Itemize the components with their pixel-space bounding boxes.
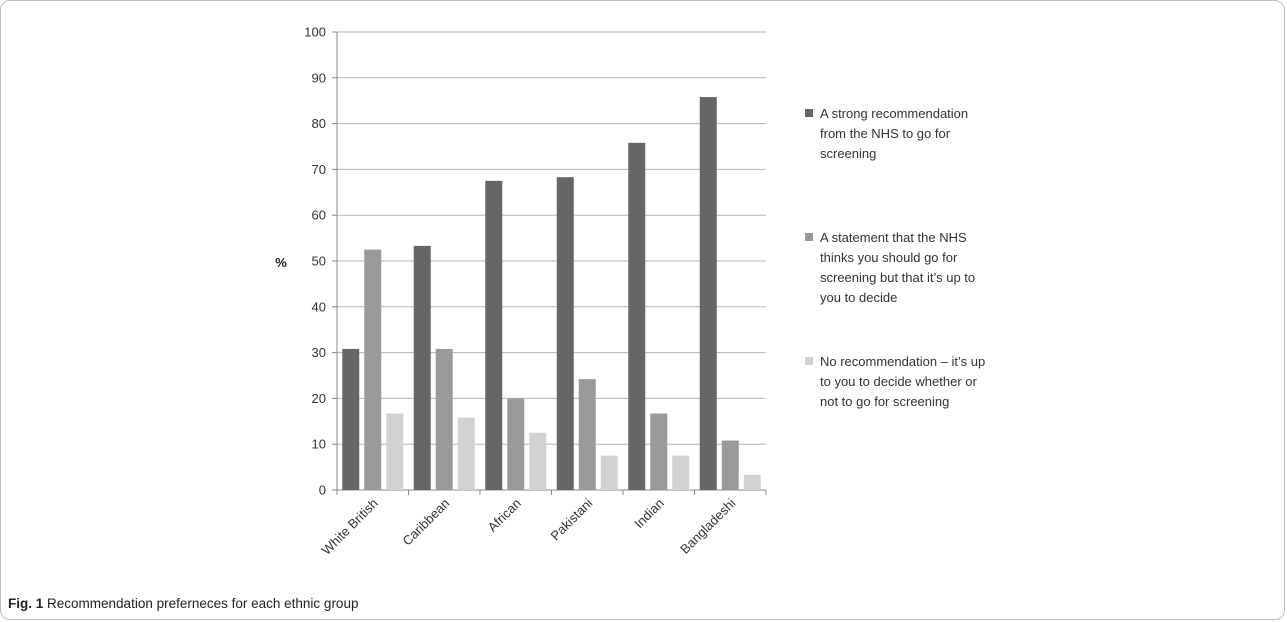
- bar: [364, 249, 382, 490]
- y-tick-label: 40: [312, 299, 326, 314]
- legend-entry-line: to you to decide whether or: [820, 374, 977, 389]
- x-tick-label: Bangladeshi: [677, 495, 738, 556]
- y-tick-label: 100: [304, 25, 326, 40]
- bar: [342, 348, 360, 490]
- legend-swatch: [805, 357, 813, 365]
- x-tick-label: African: [485, 496, 524, 535]
- bar: [578, 379, 596, 490]
- bar: [743, 474, 761, 490]
- axes: [332, 31, 767, 495]
- legend-entry-line: thinks you should go for: [820, 250, 958, 265]
- y-tick-label: 30: [312, 345, 326, 360]
- bar: [699, 97, 717, 490]
- bar: [672, 455, 690, 490]
- bar: [435, 348, 453, 490]
- legend-swatch: [805, 109, 813, 117]
- bar: [600, 455, 618, 490]
- bar: [650, 413, 668, 490]
- legend-entry-line: A strong recommendation: [820, 106, 968, 121]
- x-tick-label: Indian: [631, 496, 667, 532]
- y-tick-label: 20: [312, 391, 326, 406]
- caption-text: Recommendation preferneces for each ethn…: [47, 596, 359, 611]
- legend-entry-line: from the NHS to go for: [820, 126, 951, 141]
- y-tick-label: 0: [319, 483, 326, 498]
- figure-caption: Fig. 1 Recommendation preferneces for ea…: [8, 596, 358, 611]
- bar: [721, 440, 739, 490]
- legend: A strong recommendation from the NHS to g…: [805, 106, 985, 409]
- x-tick-label: Pakistani: [547, 495, 595, 543]
- bar: [507, 398, 525, 490]
- x-tick-label: White British: [319, 496, 381, 558]
- caption-label: Fig. 1: [8, 596, 44, 611]
- y-tick-label: 90: [312, 70, 326, 85]
- y-tick-label: 10: [312, 437, 326, 452]
- legend-swatch: [805, 233, 813, 241]
- legend-entry-line: not to go for screening: [820, 394, 949, 409]
- x-tick-label: Caribbean: [399, 496, 452, 549]
- bar: [386, 413, 404, 490]
- y-tick-label: 80: [312, 116, 326, 131]
- legend-entry-line: screening but that it’s up to: [820, 270, 975, 285]
- bar: [628, 142, 646, 490]
- legend-entry-line: you to decide: [820, 290, 897, 305]
- legend-entry-line: No recommendation – it’s up: [820, 354, 985, 369]
- y-tick-label: 70: [312, 162, 326, 177]
- y-tick-label: 60: [312, 208, 326, 223]
- bar: [413, 245, 431, 490]
- legend-entry-line: screening: [820, 146, 876, 161]
- bar: [485, 180, 503, 490]
- y-tick-label: 50: [312, 254, 326, 269]
- legend-entry-line: A statement that the NHS: [820, 230, 967, 245]
- y-axis-label: %: [275, 255, 287, 270]
- bar: [556, 177, 574, 490]
- bars: [342, 97, 761, 490]
- bar: [529, 432, 547, 490]
- y-axis-tick-labels: 0 10 20 30 40 50 60 70 80 90 100: [304, 25, 326, 498]
- gridlines: [337, 31, 766, 445]
- x-axis-tick-labels: White British Caribbean African Pakistani In…: [319, 495, 739, 557]
- bar: [457, 417, 475, 490]
